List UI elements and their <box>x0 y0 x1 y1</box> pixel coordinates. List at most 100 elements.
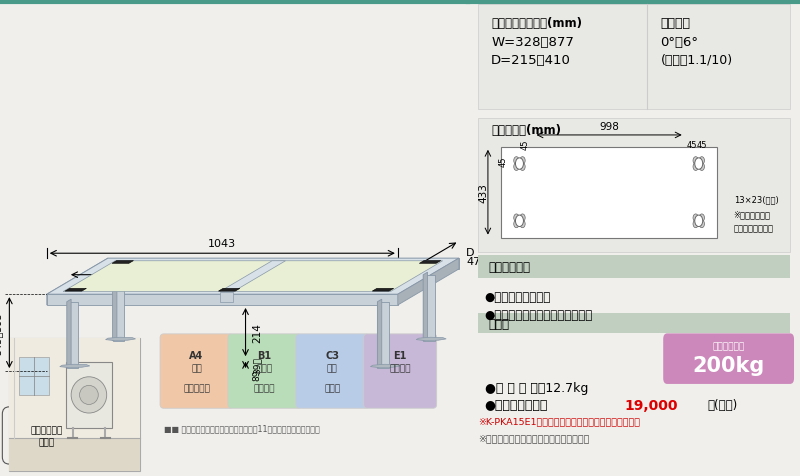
Text: W=328～877: W=328～877 <box>491 36 574 49</box>
Text: 478: 478 <box>466 257 487 267</box>
FancyBboxPatch shape <box>663 334 794 384</box>
Text: 998: 998 <box>599 122 619 132</box>
Polygon shape <box>398 258 459 306</box>
Text: D: D <box>466 248 474 258</box>
Polygon shape <box>46 258 108 306</box>
Circle shape <box>520 158 525 165</box>
FancyBboxPatch shape <box>364 334 437 408</box>
Text: C3: C3 <box>326 350 339 360</box>
Text: ●製 品 質 量：12.7kg: ●製 品 質 量：12.7kg <box>485 381 588 394</box>
Text: エアコン固定寸法(mm): エアコン固定寸法(mm) <box>491 17 582 30</box>
Text: 防振フレーム
取付可: 防振フレーム 取付可 <box>30 425 63 446</box>
Text: 39～: 39～ <box>253 357 262 374</box>
Circle shape <box>514 158 519 165</box>
Circle shape <box>693 215 698 222</box>
Polygon shape <box>220 261 286 292</box>
Text: 適用勾配: 適用勾配 <box>661 17 690 30</box>
Polygon shape <box>218 289 240 291</box>
Polygon shape <box>66 302 78 368</box>
Polygon shape <box>106 337 135 341</box>
Text: 45: 45 <box>697 141 707 150</box>
Polygon shape <box>60 365 90 368</box>
Circle shape <box>699 215 705 222</box>
Text: B1: B1 <box>258 350 271 360</box>
Polygon shape <box>112 261 134 264</box>
Circle shape <box>699 220 705 228</box>
FancyBboxPatch shape <box>228 334 301 408</box>
Text: 13×23(長穴): 13×23(長穴) <box>734 196 778 204</box>
Text: 89: 89 <box>253 369 262 380</box>
Polygon shape <box>220 292 234 303</box>
Circle shape <box>515 159 523 170</box>
Polygon shape <box>372 289 394 291</box>
Polygon shape <box>419 261 441 264</box>
Text: 1043: 1043 <box>208 238 236 248</box>
Polygon shape <box>416 337 446 341</box>
Polygon shape <box>378 299 382 368</box>
Polygon shape <box>423 273 427 341</box>
Text: 0°～6°: 0°～6° <box>661 36 698 49</box>
Text: 45: 45 <box>521 139 530 150</box>
Polygon shape <box>370 365 401 368</box>
Circle shape <box>694 216 702 227</box>
Text: ●希望小売価格：: ●希望小売価格： <box>485 398 548 411</box>
Polygon shape <box>66 299 71 368</box>
Circle shape <box>514 220 519 228</box>
Polygon shape <box>378 302 389 368</box>
Circle shape <box>71 377 106 413</box>
Text: 200kg: 200kg <box>693 356 765 376</box>
Circle shape <box>514 163 519 171</box>
Bar <box>18 357 49 395</box>
Bar <box>501 148 717 238</box>
Text: 絶縁・: 絶縁・ <box>256 364 273 372</box>
Text: アンカー止め可能: アンカー止め可能 <box>734 224 774 233</box>
Text: ●材　質：圧延鬼板: ●材 質：圧延鬼板 <box>485 290 551 303</box>
Bar <box>478 314 790 334</box>
Polygon shape <box>46 258 459 295</box>
Text: 溶融: 溶融 <box>191 364 202 372</box>
Polygon shape <box>46 295 398 306</box>
Bar <box>66 362 112 428</box>
Polygon shape <box>65 289 86 291</box>
Polygon shape <box>113 273 117 341</box>
Circle shape <box>693 158 698 165</box>
Circle shape <box>693 163 698 171</box>
Text: 45: 45 <box>687 141 698 150</box>
Text: ボルト: ボルト <box>324 384 340 393</box>
Text: 円(税別): 円(税別) <box>707 398 738 411</box>
Circle shape <box>693 220 698 228</box>
Text: 材質・仕上げ: 材質・仕上げ <box>488 260 530 273</box>
Bar <box>478 119 790 252</box>
Text: 19,000: 19,000 <box>624 398 678 412</box>
Circle shape <box>699 158 705 165</box>
Text: A4: A4 <box>190 350 204 360</box>
Text: 214: 214 <box>253 322 262 342</box>
Circle shape <box>79 386 98 405</box>
Bar <box>478 5 790 109</box>
Bar <box>10 438 141 471</box>
Text: 最大込載質量: 最大込載質量 <box>713 342 745 351</box>
FancyBboxPatch shape <box>160 334 233 408</box>
Text: (水平～1.1/10): (水平～1.1/10) <box>661 54 733 67</box>
Polygon shape <box>63 261 442 292</box>
Text: 仕　様: 仕 様 <box>488 317 509 330</box>
Circle shape <box>520 163 525 171</box>
Text: 45: 45 <box>499 157 508 167</box>
Text: ●仕上げ：溶融亜邉メッキ仕上げ: ●仕上げ：溶融亜邉メッキ仕上げ <box>485 308 593 321</box>
Text: ※任意の位置に: ※任意の位置に <box>734 210 770 218</box>
FancyBboxPatch shape <box>296 334 369 408</box>
Text: W: W <box>217 260 228 270</box>
Text: ※アンカーボルトは別途賭務となります。: ※アンカーボルトは別途賭務となります。 <box>478 433 590 442</box>
Circle shape <box>514 215 519 222</box>
Circle shape <box>694 159 702 170</box>
Text: 床固定寸法(mm): 床固定寸法(mm) <box>491 124 562 137</box>
Text: 角根: 角根 <box>327 364 338 372</box>
Bar <box>10 338 141 447</box>
Polygon shape <box>423 275 434 341</box>
Text: 433: 433 <box>478 183 488 203</box>
Text: ■■ メリットマークについて、詳しくは11ページをご覧ください。: ■■ メリットマークについて、詳しくは11ページをご覧ください。 <box>164 424 319 433</box>
Circle shape <box>699 163 705 171</box>
Text: D=215～410: D=215～410 <box>491 54 571 67</box>
Circle shape <box>515 216 523 227</box>
Circle shape <box>520 220 525 228</box>
